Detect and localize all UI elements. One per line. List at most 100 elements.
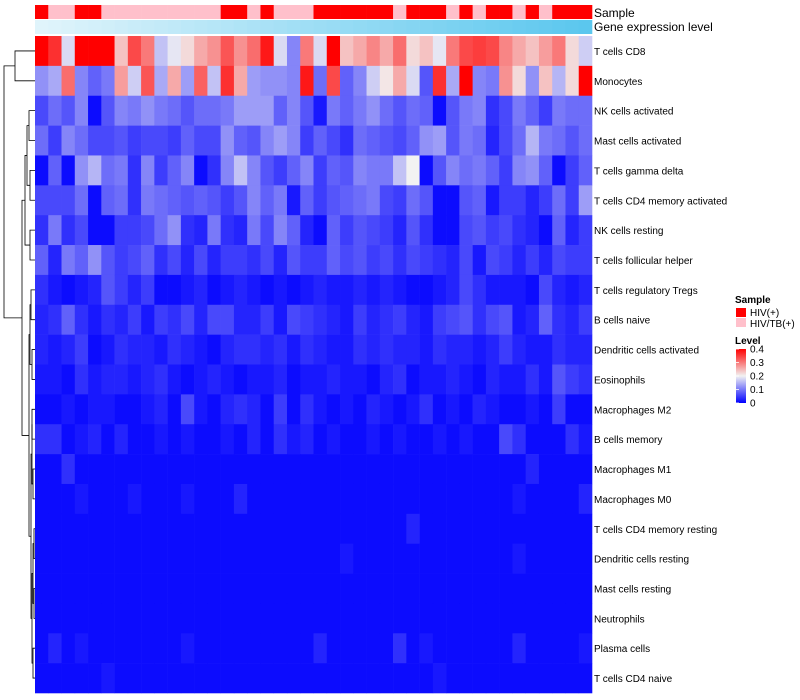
heatmap-cell: [406, 155, 420, 186]
heatmap-cell: [419, 215, 434, 246]
heatmap-cell: [101, 394, 115, 425]
heatmap-cell: [101, 36, 115, 67]
heatmap-cell: [485, 304, 500, 335]
heatmap-cell: [233, 215, 248, 246]
heatmap-cell: [459, 573, 473, 604]
heatmap-cell: [74, 573, 89, 604]
row-dendrogram: [3, 50, 35, 679]
expression-annotation-cell: [565, 20, 580, 34]
heatmap-cell: [525, 245, 540, 276]
legend-level-colorbar: [736, 349, 746, 403]
sample-annotation-cell: [233, 5, 248, 19]
heatmap-cell: [207, 245, 221, 276]
heatmap-cell: [61, 513, 76, 544]
heatmap-cell: [512, 483, 526, 515]
heatmap-cell: [48, 364, 62, 395]
heatmap-cell: [220, 245, 235, 276]
heatmap-cell: [48, 573, 62, 604]
heatmap-cell: [525, 483, 540, 515]
heatmap-cell: [167, 364, 182, 395]
heatmap-cell: [88, 185, 102, 216]
heatmap-cell: [247, 424, 261, 455]
sample-annotation-cell: [485, 5, 500, 19]
heatmap-cell: [194, 95, 208, 126]
heatmap-cell: [35, 483, 49, 515]
heatmap-cell: [379, 36, 394, 67]
heatmap-cell: [167, 185, 182, 216]
heatmap-cell: [499, 364, 513, 395]
heatmap-cell: [472, 543, 487, 574]
dendrogram-branch: [29, 169, 35, 201]
heatmap-cell: [419, 513, 434, 544]
heatmap-cell: [180, 394, 195, 425]
heatmap-cell: [552, 185, 566, 216]
heatmap-cell: [406, 603, 420, 634]
heatmap-cell: [141, 573, 155, 604]
heatmap-cell: [446, 364, 460, 395]
heatmap-cell: [393, 65, 407, 97]
heatmap-cell: [366, 215, 381, 246]
heatmap-cell: [459, 633, 473, 664]
heatmap-cell: [220, 573, 235, 604]
heatmap-cell: [180, 185, 195, 216]
expression-annotation-cell: [273, 20, 288, 34]
heatmap-cell: [512, 513, 526, 544]
heatmap-cell: [432, 573, 447, 604]
heatmap-cell: [286, 633, 301, 664]
expression-annotation-cell: [114, 20, 129, 34]
expression-annotation-cell: [512, 20, 526, 34]
heatmap-cell: [552, 424, 566, 455]
heatmap-cell: [101, 185, 115, 216]
heatmap-cell: [565, 633, 580, 664]
heatmap-cell: [194, 65, 208, 97]
heatmap-cell: [233, 304, 248, 335]
heatmap-cell: [260, 364, 275, 395]
heatmap-cell: [233, 663, 248, 694]
heatmap-cell: [35, 155, 49, 186]
heatmap-cell: [154, 424, 168, 455]
heatmap-cell: [313, 603, 328, 634]
heatmap-cell: [472, 95, 487, 126]
row-label: Macrophages M2: [594, 405, 672, 416]
heatmap-cell: [286, 454, 301, 485]
heatmap-cell: [35, 543, 49, 574]
heatmap-cell: [141, 483, 155, 515]
sample-annotation-cell: [499, 5, 513, 19]
expression-annotation-cell: [525, 20, 540, 34]
heatmap-cell: [472, 125, 487, 156]
heatmap-cell: [207, 185, 221, 216]
heatmap-cell: [499, 304, 513, 335]
heatmap-cell: [366, 513, 381, 544]
heatmap-cell: [578, 483, 593, 515]
heatmap-cell: [101, 274, 115, 306]
row-labels: T cells CD8 Monocytes NK cells activated Ma…: [594, 47, 727, 685]
heatmap-cell: [247, 334, 261, 365]
heatmap-cell: [180, 633, 195, 664]
heatmap-cell: [180, 155, 195, 186]
heatmap-cell: [61, 274, 76, 306]
heatmap-cell: [565, 603, 580, 634]
heatmap-cell: [525, 394, 540, 425]
heatmap-cell: [61, 483, 76, 515]
heatmap-cell: [353, 663, 367, 694]
heatmap-cell: [48, 245, 62, 276]
heatmap-cell: [88, 454, 102, 485]
expression-annotation-cell: [419, 20, 434, 34]
heatmap-cell: [472, 603, 487, 634]
expression-annotation-cell: [340, 20, 354, 34]
heatmap-cell: [432, 125, 447, 156]
heatmap-cell: [233, 394, 248, 425]
heatmap-cell: [127, 95, 142, 126]
expression-annotation-cell: [578, 20, 593, 34]
heatmap-cell: [300, 513, 314, 544]
heatmap-cell: [167, 543, 182, 574]
heatmap-cell: [419, 65, 434, 97]
heatmap-cell: [300, 424, 314, 455]
heatmap-cell: [286, 394, 301, 425]
heatmap-cell: [207, 274, 221, 306]
heatmap-cell: [525, 364, 540, 395]
heatmap-cell: [379, 424, 394, 455]
heatmap-cell: [260, 424, 275, 455]
heatmap-cell: [512, 603, 526, 634]
heatmap-cell: [114, 364, 129, 395]
